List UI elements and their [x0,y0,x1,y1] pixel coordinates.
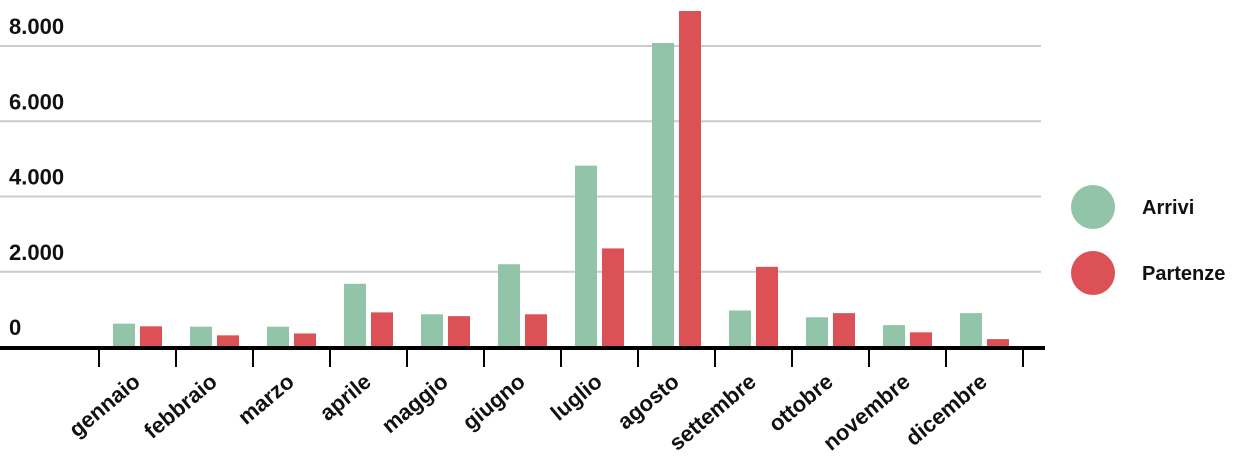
x-tick-label: dicembre [901,369,992,451]
bar-arrivi-marzo [267,326,289,347]
x-tick-label: maggio [377,369,453,438]
legend: Arrivi Partenze [1071,185,1225,295]
bar-arrivi-novembre [883,325,905,347]
x-tick-label: gennaio [64,369,145,442]
bar-partenze-giugno [525,314,547,347]
x-tick-label: febbraio [139,369,222,444]
bar-arrivi-settembre [729,310,751,347]
bar-partenze-agosto [679,11,701,347]
legend-label: Arrivi [1142,197,1194,219]
bar-arrivi-aprile [344,283,366,347]
bar-partenze-gennaio [140,326,162,347]
legend-swatch [1071,185,1115,229]
y-tick-label: 8.000 [9,14,64,39]
legend-swatch [1071,251,1115,295]
y-tick-label: 0 [9,315,21,340]
bar-partenze-settembre [756,266,778,347]
bar-arrivi-giugno [498,264,520,347]
bar-partenze-marzo [294,333,316,347]
legend-label: Partenze [1142,263,1225,285]
bar-partenze-ottobre [833,313,855,347]
bar-arrivi-dicembre [960,313,982,347]
y-tick-label: 4.000 [9,165,64,190]
bar-arrivi-maggio [421,314,443,347]
bar-arrivi-febbraio [190,326,212,347]
bar-partenze-maggio [448,316,470,347]
x-tick-label: settembre [664,369,761,456]
bar-arrivi-agosto [652,42,674,348]
bar-partenze-luglio [602,248,624,347]
x-tick-label: marzo [233,369,299,430]
y-tick-label: 2.000 [9,240,64,265]
bar-partenze-aprile [371,312,393,347]
grid-lines [0,45,1041,273]
y-axis-ticks: 0 2.000 4.000 6.000 8.000 [9,14,64,340]
bar-partenze-dicembre [987,339,1009,347]
x-tick-label: aprile [315,369,376,426]
x-tick-label: novembre [818,369,915,456]
bar-partenze-febbraio [217,335,239,347]
y-tick-label: 6.000 [9,89,64,114]
bar-arrivi-gennaio [113,323,135,347]
x-tick-label: agosto [612,369,683,435]
bar-arrivi-luglio [575,165,597,347]
bar-partenze-novembre [910,332,932,347]
x-tick-label: giugno [457,369,529,435]
x-axis [0,346,1045,367]
bars [113,11,1009,348]
bar-arrivi-ottobre [806,317,828,347]
x-tick-label: luglio [546,369,607,426]
x-tick-label: ottobre [764,369,838,437]
